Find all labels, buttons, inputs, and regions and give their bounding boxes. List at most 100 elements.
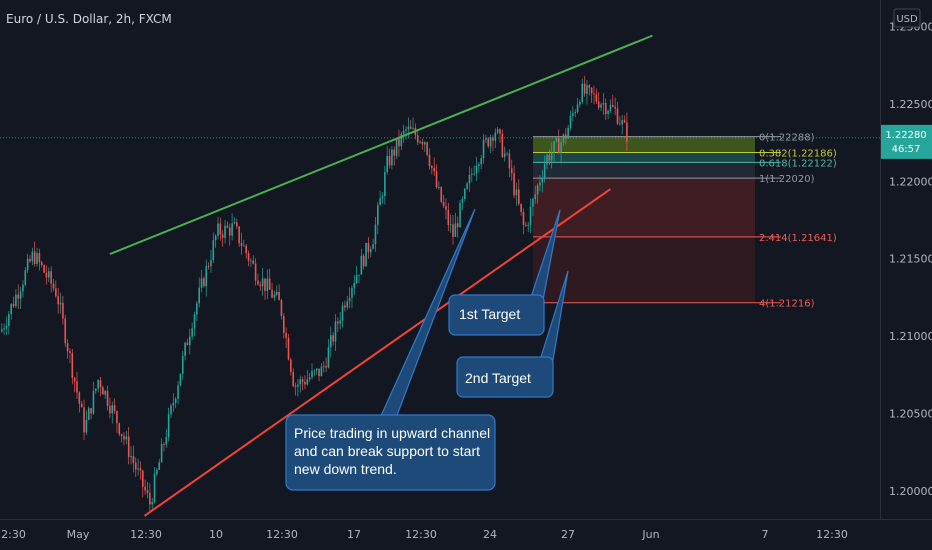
candle-body <box>499 129 501 134</box>
candle-body <box>612 105 614 107</box>
candle-body <box>38 252 41 263</box>
candle-body <box>3 328 5 330</box>
candle-body <box>156 469 158 475</box>
candle-body <box>372 244 374 249</box>
candle-body <box>247 253 250 261</box>
candle-body <box>43 265 45 273</box>
trendlines[interactable] <box>109 34 653 517</box>
candle-body <box>200 278 203 288</box>
candle-body <box>473 173 475 175</box>
current-price-badge-box <box>881 124 932 159</box>
candle-body <box>426 142 428 155</box>
candle-body <box>494 132 497 141</box>
candle-body <box>252 260 255 264</box>
candle-body <box>503 153 506 157</box>
candle-body <box>217 223 219 236</box>
candle-body <box>31 251 34 262</box>
fib-lines <box>533 136 781 304</box>
candle-body <box>83 407 85 433</box>
candle-body <box>78 392 81 404</box>
candle-body <box>492 137 494 141</box>
candle-body <box>205 266 208 287</box>
candle-body <box>496 129 499 133</box>
candle-body <box>134 462 137 470</box>
candle-body <box>520 203 522 213</box>
candle-body <box>412 128 414 130</box>
x-tick-label: 24 <box>483 528 497 541</box>
candle-body <box>471 174 473 175</box>
candle-body <box>193 314 196 329</box>
candle-body <box>339 320 341 324</box>
candle-body <box>153 474 156 502</box>
candle-body <box>151 501 153 505</box>
candle-body <box>421 141 424 145</box>
candle-body <box>581 83 584 102</box>
candle-body <box>402 130 405 134</box>
candle-body <box>358 274 360 276</box>
time-axis[interactable]: 12:30 May 12:30 10 12:30 17 12:30 24 27 Jun 7 12:30 <box>0 528 848 541</box>
candle-body <box>322 365 325 367</box>
candle-body <box>442 201 445 206</box>
candle-body <box>102 387 104 395</box>
candle-body <box>518 189 520 204</box>
candle-body <box>69 351 71 353</box>
note-line-3: new down trend. <box>294 461 397 477</box>
candle-body <box>607 111 609 114</box>
candle-body <box>362 255 365 267</box>
candle-body <box>261 278 264 287</box>
candle-body <box>440 187 443 202</box>
candle-body <box>557 137 560 154</box>
candle-body <box>365 242 367 267</box>
candle-body <box>186 342 189 346</box>
candle-body <box>468 174 471 184</box>
candle-body <box>163 444 165 445</box>
candle-body <box>12 303 15 307</box>
chart-title: Euro / U.S. Dollar, 2h, FXCM <box>6 12 172 26</box>
target2-box <box>456 356 554 398</box>
candle-body <box>36 252 38 265</box>
candle-body <box>367 242 370 253</box>
candle-body <box>290 359 292 373</box>
x-tick-label: Jun <box>641 528 659 541</box>
x-tick-label: 27 <box>561 528 575 541</box>
candle-body <box>569 115 572 128</box>
y-tick-label: 1.21500 <box>889 253 932 266</box>
resistance-trendline[interactable] <box>109 34 653 256</box>
candle-body <box>487 138 490 147</box>
note-callout[interactable]: Price trading in upward channel and can … <box>285 208 496 491</box>
candle-body <box>506 153 508 155</box>
candle-body <box>384 172 386 197</box>
candle-body <box>475 165 478 174</box>
target1-callout[interactable]: 1st Target <box>448 209 561 336</box>
target2-callout[interactable]: 2nd Target <box>456 270 569 398</box>
fib-zone <box>533 136 755 153</box>
candle-body <box>409 126 412 129</box>
candle-body <box>407 126 410 130</box>
candle-body <box>482 139 485 159</box>
candle-body <box>301 379 304 382</box>
candle-body <box>369 248 372 253</box>
candle-body <box>158 462 161 470</box>
candle-body <box>87 408 90 420</box>
candle-body <box>550 152 553 161</box>
candle-body <box>55 288 57 297</box>
candle-body <box>565 134 567 139</box>
candle-body <box>50 271 52 284</box>
candle-body <box>461 198 464 203</box>
candle-body <box>297 384 299 387</box>
candle-body <box>245 245 247 254</box>
candle-body <box>40 262 43 266</box>
fib-zone <box>533 236 755 303</box>
y-tick-label: 1.20000 <box>889 485 932 498</box>
fib-zones <box>533 136 755 303</box>
candle-body <box>593 93 595 95</box>
currency-badge[interactable]: USD <box>893 8 921 28</box>
target2-text: 2nd Target <box>465 370 531 386</box>
candle-body <box>172 402 175 406</box>
candle-body <box>398 138 400 147</box>
y-tick-label: 1.21000 <box>889 330 932 343</box>
candle-body <box>10 303 12 315</box>
candle-body <box>560 142 562 154</box>
support-trendline[interactable] <box>143 188 612 517</box>
